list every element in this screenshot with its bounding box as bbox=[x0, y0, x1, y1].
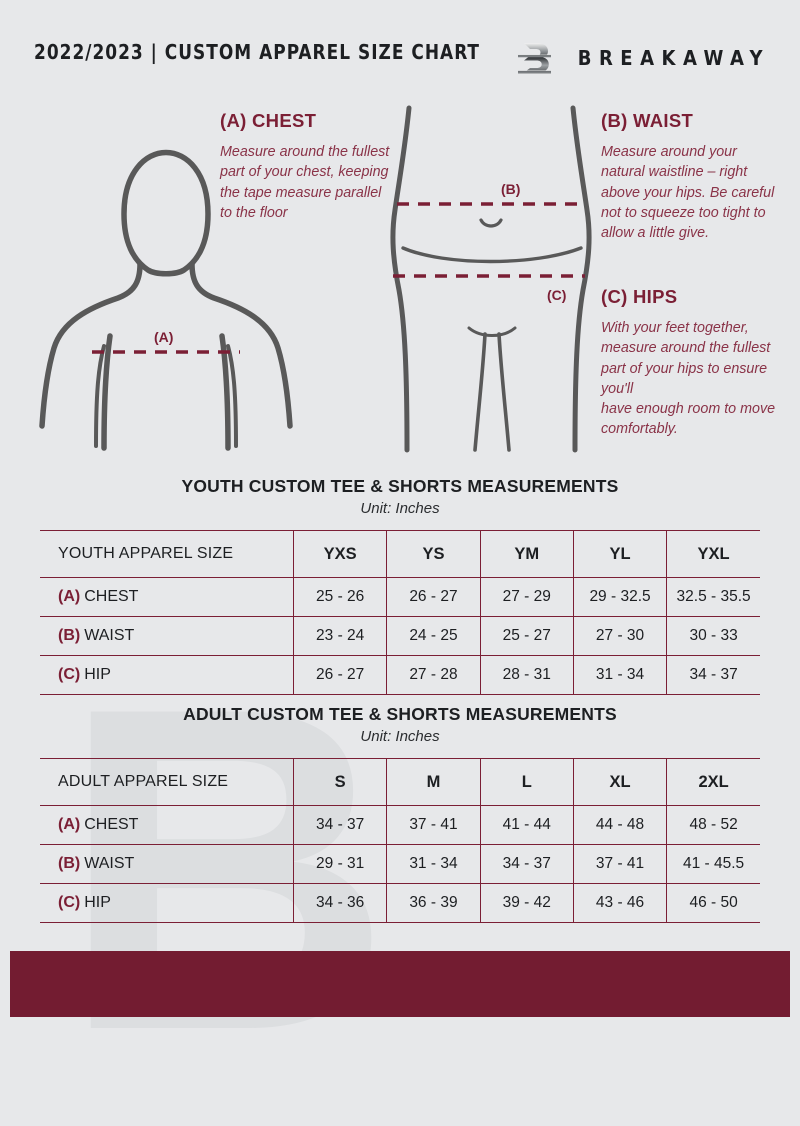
instruction-chest: (A) CHEST Measure around the fullest par… bbox=[220, 110, 395, 223]
youth-hip-yl: 31 - 34 bbox=[572, 655, 667, 695]
adult-section: ADULT CUSTOM TEE & SHORTS MEASUREMENTS U… bbox=[40, 704, 760, 923]
adult-size-table: ADULT APPAREL SIZE S M L XL 2XL (A) CHEST… bbox=[40, 758, 760, 923]
lower-body-figure: (B) (C) bbox=[390, 105, 592, 453]
instruction-hips-body: With your feet together, measure around … bbox=[601, 320, 776, 438]
adult-size-2xl: 2XL bbox=[666, 758, 760, 806]
instruction-waist-body: Measure around your natural waistline – … bbox=[601, 144, 775, 242]
youth-chest-yl: 29 - 32.5 bbox=[572, 577, 667, 617]
measure-tag-c: (C) bbox=[58, 894, 81, 911]
adult-size-column-header: ADULT APPAREL SIZE bbox=[40, 758, 294, 806]
measure-tag-a: (A) bbox=[58, 816, 81, 833]
page-header: 2022/2023 | CUSTOM APPAREL SIZE CHART BR… bbox=[0, 0, 800, 96]
measure-tag-a: (A) bbox=[58, 588, 81, 605]
adult-row-hip-name: HIP bbox=[84, 894, 111, 911]
adult-row-chest-name: CHEST bbox=[84, 816, 139, 833]
youth-row-waist-name: WAIST bbox=[84, 627, 135, 644]
measure-tag-c: (C) bbox=[58, 666, 81, 683]
instruction-hips-heading: (C) HIPS bbox=[601, 286, 678, 307]
youth-waist-ys: 24 - 25 bbox=[386, 616, 481, 656]
youth-hip-ys: 27 - 28 bbox=[386, 655, 481, 695]
youth-row-chest-name: CHEST bbox=[84, 588, 139, 605]
table-row: (B) WAIST 23 - 24 24 - 25 25 - 27 27 - 30… bbox=[40, 616, 760, 656]
youth-hip-yxl: 34 - 37 bbox=[666, 655, 760, 695]
youth-size-yxs: YXS bbox=[292, 530, 387, 578]
instruction-chest-heading: (A) CHEST bbox=[220, 110, 317, 131]
table-row: (A) CHEST 25 - 26 26 - 27 27 - 29 29 - 32… bbox=[40, 577, 760, 617]
instruction-hips: (C) HIPS With your feet together, measur… bbox=[601, 286, 781, 440]
youth-size-yxl: YXL bbox=[666, 530, 760, 578]
youth-hip-yxs: 26 - 27 bbox=[292, 655, 387, 695]
measure-tag-b: (B) bbox=[58, 627, 81, 644]
youth-section: YOUTH CUSTOM TEE & SHORTS MEASUREMENTS U… bbox=[40, 476, 760, 695]
adult-waist-s: 29 - 31 bbox=[292, 844, 387, 884]
upper-body-figure: (A) bbox=[39, 149, 293, 451]
adult-chest-xl: 44 - 48 bbox=[572, 805, 667, 845]
adult-waist-2xl: 41 - 45.5 bbox=[666, 844, 760, 884]
adult-chest-s: 34 - 37 bbox=[292, 805, 387, 845]
adult-row-waist-name: WAIST bbox=[84, 855, 135, 872]
adult-size-m: M bbox=[386, 758, 481, 806]
waist-measure-label: (B) bbox=[501, 181, 520, 197]
page-title: 2022/2023 | CUSTOM APPAREL SIZE CHART bbox=[34, 40, 481, 64]
youth-row-hip-name: HIP bbox=[84, 666, 111, 683]
adult-waist-xl: 37 - 41 bbox=[572, 844, 667, 884]
adult-waist-m: 31 - 34 bbox=[386, 844, 481, 884]
breakaway-b-logo-icon bbox=[517, 43, 551, 74]
measurement-diagrams: (A) (B) (C) bbox=[0, 96, 800, 466]
adult-chest-2xl: 48 - 52 bbox=[666, 805, 760, 845]
youth-size-table: YOUTH APPAREL SIZE YXS YS YM YL YXL (A) C… bbox=[40, 530, 760, 695]
youth-chest-ys: 26 - 27 bbox=[386, 577, 481, 617]
adult-hip-s: 34 - 36 bbox=[292, 883, 387, 923]
footer-bar bbox=[10, 951, 790, 1017]
adult-hip-xl: 43 - 46 bbox=[572, 883, 667, 923]
instruction-waist: (B) WAIST Measure around your natural wa… bbox=[601, 110, 776, 243]
youth-row-waist-label: (B) WAIST bbox=[40, 616, 294, 656]
adult-chest-m: 37 - 41 bbox=[386, 805, 481, 845]
hips-measure-label: (C) bbox=[547, 287, 566, 303]
youth-chest-yxl: 32.5 - 35.5 bbox=[666, 577, 760, 617]
adult-hip-l: 39 - 42 bbox=[479, 883, 574, 923]
table-row: (A) CHEST 34 - 37 37 - 41 41 - 44 44 - 48… bbox=[40, 805, 760, 845]
youth-row-hip-label: (C) HIP bbox=[40, 655, 294, 695]
instruction-chest-body: Measure around the fullest part of your … bbox=[220, 144, 390, 221]
youth-chest-ym: 27 - 29 bbox=[479, 577, 574, 617]
youth-header-row: YOUTH APPAREL SIZE YXS YS YM YL YXL bbox=[40, 530, 760, 578]
adult-waist-l: 34 - 37 bbox=[479, 844, 574, 884]
adult-row-waist-label: (B) WAIST bbox=[40, 844, 294, 884]
youth-waist-yl: 27 - 30 bbox=[572, 616, 667, 656]
adult-header-row: ADULT APPAREL SIZE S M L XL 2XL bbox=[40, 758, 760, 806]
adult-chest-l: 41 - 44 bbox=[479, 805, 574, 845]
adult-section-title: ADULT CUSTOM TEE & SHORTS MEASUREMENTS bbox=[183, 704, 617, 724]
youth-waist-yxl: 30 - 33 bbox=[666, 616, 760, 656]
adult-row-chest-label: (A) CHEST bbox=[40, 805, 294, 845]
youth-size-yl: YL bbox=[572, 530, 667, 578]
adult-row-hip-label: (C) HIP bbox=[40, 883, 294, 923]
adult-size-s: S bbox=[292, 758, 387, 806]
brand-name: BREAKAWAY bbox=[577, 46, 770, 70]
youth-section-title: YOUTH CUSTOM TEE & SHORTS MEASUREMENTS bbox=[181, 476, 619, 496]
youth-size-ys: YS bbox=[386, 530, 481, 578]
youth-row-chest-label: (A) CHEST bbox=[40, 577, 294, 617]
adult-size-xl: XL bbox=[572, 758, 667, 806]
measure-tag-b: (B) bbox=[58, 855, 81, 872]
youth-chest-yxs: 25 - 26 bbox=[292, 577, 387, 617]
youth-hip-ym: 28 - 31 bbox=[479, 655, 574, 695]
adult-section-unit: Unit: Inches bbox=[360, 728, 440, 745]
adult-size-l: L bbox=[479, 758, 574, 806]
table-row: (B) WAIST 29 - 31 31 - 34 34 - 37 37 - 41… bbox=[40, 844, 760, 884]
brand-lockup: BREAKAWAY bbox=[512, 34, 770, 82]
table-row: (C) HIP 34 - 36 36 - 39 39 - 42 43 - 46 4… bbox=[40, 883, 760, 923]
youth-size-column-header: YOUTH APPAREL SIZE bbox=[40, 530, 294, 578]
youth-waist-ym: 25 - 27 bbox=[479, 616, 574, 656]
adult-hip-2xl: 46 - 50 bbox=[666, 883, 760, 923]
youth-waist-yxs: 23 - 24 bbox=[292, 616, 387, 656]
youth-section-unit: Unit: Inches bbox=[360, 500, 440, 517]
chest-measure-label: (A) bbox=[154, 329, 173, 345]
adult-hip-m: 36 - 39 bbox=[386, 883, 481, 923]
youth-size-ym: YM bbox=[479, 530, 574, 578]
table-row: (C) HIP 26 - 27 27 - 28 28 - 31 31 - 34 3… bbox=[40, 655, 760, 695]
instruction-waist-heading: (B) WAIST bbox=[601, 110, 694, 131]
